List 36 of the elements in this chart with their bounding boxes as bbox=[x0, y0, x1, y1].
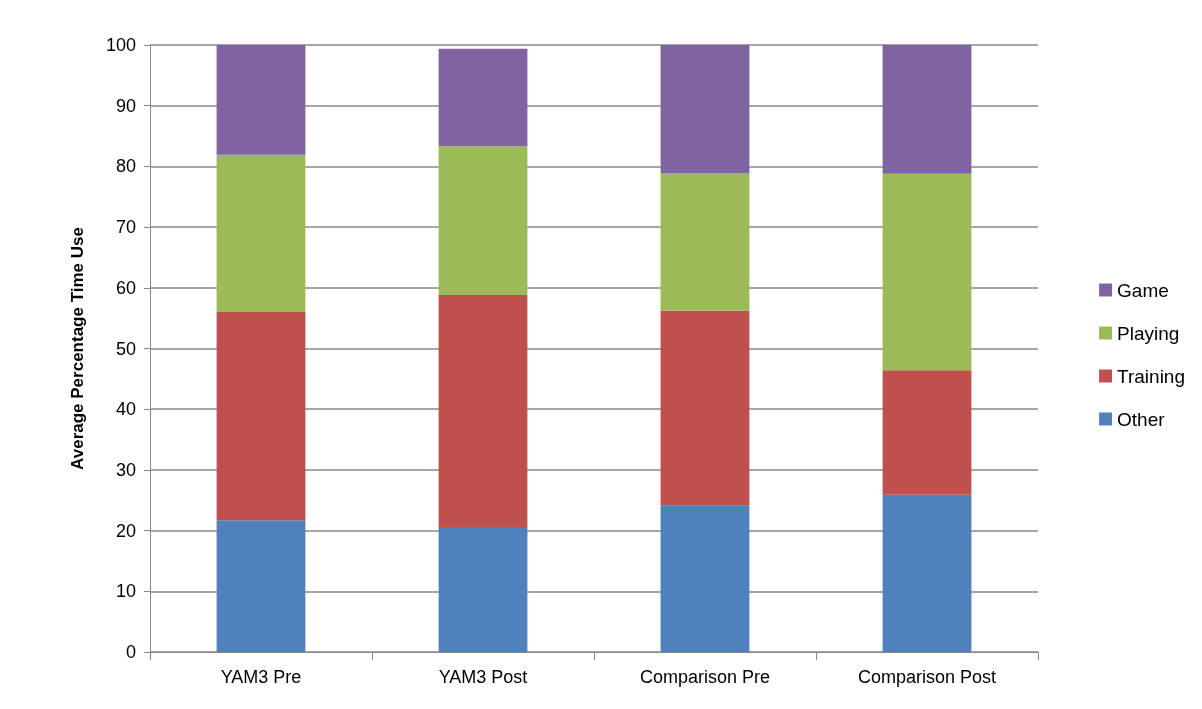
y-axis-title: Average Percentage Time Use bbox=[68, 227, 87, 470]
bar bbox=[660, 310, 750, 506]
bar bbox=[660, 173, 750, 311]
legend-label: Training bbox=[1117, 365, 1186, 387]
y-tick-label: 90 bbox=[115, 95, 136, 116]
legend-label: Playing bbox=[1117, 322, 1180, 344]
bar bbox=[216, 154, 306, 313]
y-tick-label: 30 bbox=[115, 459, 136, 480]
x-tick-label: Comparison Pre bbox=[639, 667, 771, 687]
bar bbox=[438, 295, 528, 527]
bar bbox=[660, 505, 750, 652]
x-tick-label: YAM3 Pre bbox=[220, 667, 302, 687]
y-tick-label: 40 bbox=[115, 399, 136, 420]
y-tick-label: 100 bbox=[105, 35, 136, 55]
y-tick-label: 50 bbox=[115, 338, 136, 359]
bar bbox=[438, 48, 528, 147]
bar bbox=[660, 45, 750, 174]
bar bbox=[882, 370, 972, 495]
bar bbox=[438, 526, 528, 652]
y-tick-label: 80 bbox=[115, 156, 136, 177]
y-tick-label: 0 bbox=[125, 642, 136, 662]
bar bbox=[216, 45, 306, 155]
bar bbox=[882, 45, 972, 174]
y-tick-label: 10 bbox=[115, 581, 136, 602]
bar bbox=[882, 494, 972, 652]
bar bbox=[216, 520, 306, 652]
legend-label: Game bbox=[1117, 279, 1169, 301]
x-tick-label: YAM3 Post bbox=[438, 667, 528, 687]
bar bbox=[216, 312, 306, 521]
y-tick-label: 70 bbox=[115, 217, 136, 238]
bar bbox=[882, 173, 972, 371]
y-tick-label: 60 bbox=[115, 277, 136, 298]
x-tick-label: Comparison Post bbox=[857, 667, 997, 687]
bar bbox=[438, 146, 528, 296]
legend-label: Other bbox=[1117, 408, 1166, 430]
y-tick-label: 20 bbox=[115, 520, 136, 541]
